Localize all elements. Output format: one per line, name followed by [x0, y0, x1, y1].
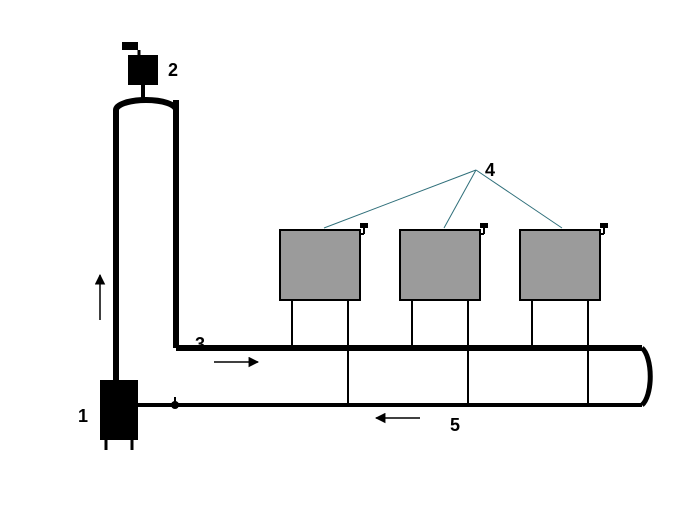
- label-4: 4: [485, 160, 495, 181]
- heating-schematic: [0, 0, 700, 521]
- label-2: 2: [168, 60, 178, 81]
- label-3: 3: [195, 334, 205, 355]
- label-5: 5: [450, 415, 460, 436]
- label-1: 1: [78, 406, 88, 427]
